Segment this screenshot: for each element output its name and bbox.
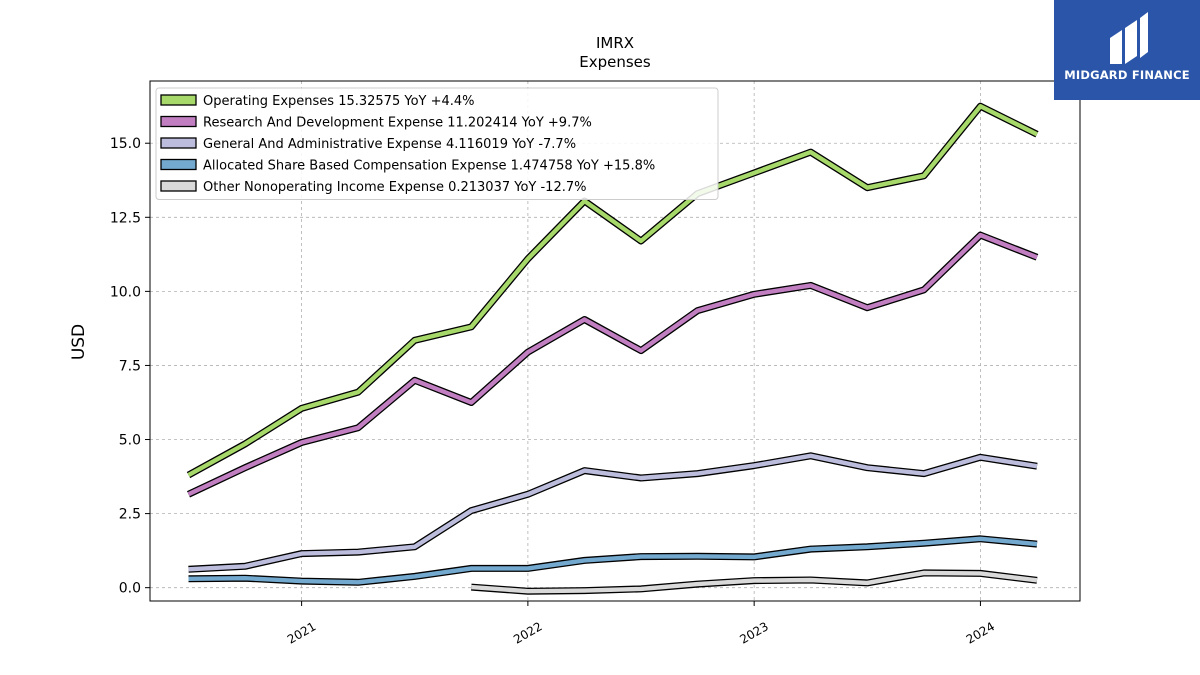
y-tick-label: 5.0 (119, 433, 141, 449)
y-tick-label: 2.5 (119, 507, 141, 523)
plot-frame (149, 80, 1081, 602)
legend-box (155, 87, 719, 200)
x-tick-label: 2024 (964, 619, 997, 646)
series-line (471, 570, 1038, 594)
legend-swatch (160, 115, 197, 128)
x-tick-label: 2021 (285, 619, 318, 646)
x-tick-label: 2023 (737, 619, 770, 646)
chart-subtitle: Expenses (579, 53, 651, 71)
chart-title: IMRX (596, 34, 634, 52)
series-line-outline (187, 231, 1039, 498)
legend-label: Operating Expenses 15.32575 YoY +4.4% (203, 94, 475, 109)
midgard-logo-icon (1110, 12, 1148, 64)
series-line (188, 536, 1038, 585)
y-tick-label: 12.5 (110, 210, 141, 226)
y-tick-label: 0.0 (119, 581, 141, 597)
legend-swatch (160, 137, 197, 149)
legend-label: General And Administrative Expense 4.116… (203, 137, 576, 152)
legend-swatch (160, 158, 197, 171)
series-line (187, 232, 1038, 497)
y-tick-label: 15.0 (110, 136, 141, 152)
series-lines (186, 102, 1039, 595)
brand-logo: MIDGARD FINANCE (1054, 0, 1200, 100)
x-tick-label: 2022 (511, 619, 544, 646)
legend: Operating Expenses 15.32575 YoY +4.4% Res… (155, 87, 719, 200)
legend-label: Allocated Share Based Compensation Expen… (203, 159, 655, 174)
y-tick-label: 7.5 (119, 358, 141, 374)
y-tick-label: 10.0 (110, 284, 141, 300)
axis-ticks: 0.0 2.5 5.0 7.5 10.0 12.5 15.0 2021 2022 2023 2024 (110, 136, 997, 646)
legend-label: Research And Development Expense 11.2024… (203, 116, 592, 131)
y-axis-label: USD (69, 324, 89, 360)
brand-name: MIDGARD FINANCE (1064, 68, 1190, 82)
series-line (187, 103, 1038, 478)
legend-label: Other Nonoperating Income Expense 0.2130… (203, 180, 586, 195)
legend-swatch (160, 180, 197, 192)
legend-swatch (160, 94, 197, 106)
series-line (188, 453, 1038, 572)
